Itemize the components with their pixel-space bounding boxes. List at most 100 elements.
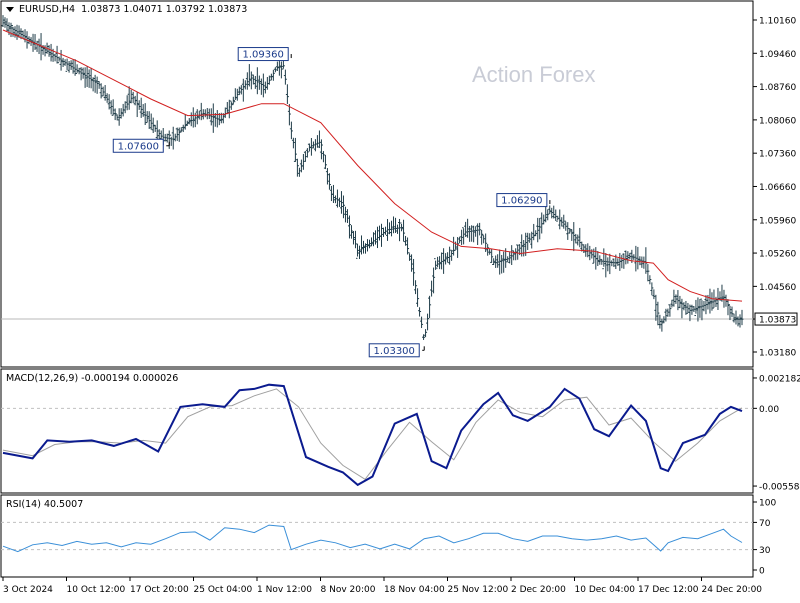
ohlc-bar	[349, 225, 353, 239]
price-pane-frame[interactable]	[0, 0, 754, 368]
ohlc-bar	[678, 295, 682, 309]
ohlc-bar	[574, 233, 578, 244]
ohlc-bar	[363, 243, 367, 254]
ohlc-bar	[115, 114, 119, 121]
ohlc-bar	[528, 233, 532, 243]
price-annotation: 1.03300	[368, 343, 425, 358]
x-tick-label: 1 Nov 12:00	[257, 585, 312, 595]
ohlc-bar	[47, 45, 51, 57]
ohlc-bar	[628, 252, 632, 260]
ohlc-bar	[670, 299, 674, 308]
ohlc-bar	[710, 292, 714, 311]
x-tick-label: 2 Dec 20:00	[511, 585, 566, 595]
ohlc-bar	[508, 252, 512, 264]
ohlc-bar	[249, 71, 253, 90]
moving-average-line[interactable]	[2, 29, 743, 302]
ohlc-bar	[536, 217, 540, 243]
ohlc-bar	[578, 227, 582, 248]
rsi-pane-frame[interactable]	[0, 494, 754, 578]
ohlc-bar	[388, 222, 392, 235]
ohlc-bar	[347, 215, 351, 239]
ohlc-bar	[674, 294, 678, 304]
x-tick-label: 18 Nov 04:00	[384, 585, 445, 595]
ohlc-bar	[554, 209, 558, 221]
ohlc-bar	[458, 236, 462, 244]
ohlc-bar	[309, 137, 313, 156]
ohlc-bar	[724, 294, 728, 307]
ohlc-bar	[245, 72, 249, 90]
current-price-box	[754, 312, 798, 326]
ohlc-bar	[446, 252, 450, 263]
ohlc-bar	[137, 100, 141, 110]
ohlc-bar	[323, 154, 327, 170]
ohlc-bar	[231, 96, 235, 106]
ohlc-bar	[454, 241, 458, 251]
rsi-y-tick-label: 100	[759, 499, 776, 509]
ohlc-bar	[702, 301, 706, 312]
ohlc-bar	[303, 151, 307, 162]
ohlc-bar	[734, 310, 738, 325]
ohlc-bar	[626, 251, 630, 264]
ohlc-bar	[333, 195, 337, 204]
ohlc-bar	[514, 248, 518, 261]
x-tick-label: 25 Nov 12:00	[448, 585, 509, 595]
ohlc-bar	[730, 306, 734, 318]
x-axis-group: 3 Oct 2024 10 Oct 12:00 17 Oct 20:00 25 Oct…	[2, 577, 762, 595]
ohlc-bar	[376, 226, 380, 249]
ohlc-bar	[107, 94, 111, 110]
ohlc-bar	[720, 284, 724, 302]
ohlc-bar	[301, 153, 305, 170]
ohlc-bar	[428, 295, 432, 318]
ohlc-bar	[380, 223, 384, 247]
ohlc-bar	[466, 218, 470, 238]
ohlc-bar	[153, 124, 157, 132]
ohlc-bar	[372, 232, 376, 247]
ohlc-bar	[213, 112, 217, 127]
ohlc-bar	[175, 127, 179, 141]
annotation-box	[237, 47, 289, 62]
dropdown-triangle-icon[interactable]	[6, 7, 14, 12]
ohlc-bar	[17, 25, 21, 38]
ohlc-bar	[143, 103, 147, 126]
ohlc-bar	[434, 258, 438, 270]
macd-pane-frame[interactable]	[0, 368, 754, 494]
price-y-tick-label: 1.05260	[759, 250, 796, 260]
ohlc-bar	[686, 302, 690, 314]
ohlc-bar	[59, 49, 63, 71]
ohlc-bar	[570, 229, 574, 241]
ohlc-bar	[289, 121, 293, 140]
ohlc-bar	[700, 298, 704, 321]
y-axis-group: 1.10160 1.09460 1.08760 1.08060 1.07360 1.066…	[753, 17, 800, 577]
ohlc-bar	[321, 151, 325, 163]
ohlc-bar	[410, 254, 414, 272]
ohlc-bar	[440, 252, 444, 270]
macd-y-tick-label: -0.005584	[759, 483, 800, 493]
ohlc-bar	[247, 64, 251, 87]
ohlc-bar	[367, 239, 371, 249]
ohlc-bar	[15, 24, 19, 40]
ohlc-bar	[402, 219, 406, 242]
price-y-tick-label: 1.06660	[759, 183, 796, 193]
ohlc-bar	[696, 297, 700, 322]
ohlc-bar	[644, 247, 648, 274]
x-tick-label: 8 Nov 20:00	[321, 585, 376, 595]
ohlc-bar	[295, 158, 299, 177]
ohlc-bar	[3, 17, 7, 28]
rsi-line[interactable]	[2, 524, 743, 553]
ohlc-bar	[271, 69, 275, 81]
ohlc-bar	[522, 240, 526, 257]
ohlc-bar	[95, 76, 99, 94]
ohlc-bar	[422, 334, 426, 340]
ohlc-bar	[408, 252, 412, 261]
ohlc-bar	[221, 113, 225, 124]
ohlc-bar	[560, 217, 564, 227]
ohlc-bar	[732, 313, 736, 323]
ohlc-bar	[285, 84, 289, 104]
ohlc-bar	[694, 299, 698, 317]
ohlc-bar	[558, 209, 562, 230]
ohlc-bar	[61, 57, 65, 67]
rsi-series-group	[1, 521, 753, 553]
ohlc-bar	[173, 133, 177, 142]
macd-line[interactable]	[2, 383, 743, 487]
